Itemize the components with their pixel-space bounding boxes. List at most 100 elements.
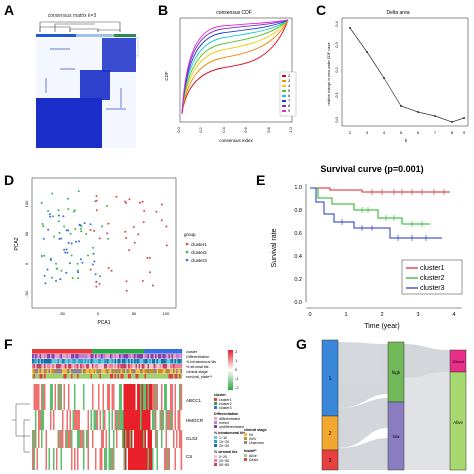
- consensus-block-1: [36, 98, 102, 148]
- annotation-cell: [78, 369, 81, 374]
- heatmap-cell: [152, 448, 154, 470]
- heatmap-cell: [75, 410, 78, 430]
- annotation-cell: [119, 369, 121, 374]
- annotation-cell: [110, 354, 112, 359]
- svg-text:50: 50: [132, 311, 137, 316]
- annotation-cell: [45, 374, 48, 379]
- heatmap-cell: [170, 384, 172, 410]
- pca-point: [58, 238, 61, 240]
- annotation-cell: [128, 349, 130, 354]
- heatmap-cell: [137, 410, 139, 430]
- pca-point: [65, 271, 68, 274]
- svg-text:group: group: [184, 232, 196, 237]
- annotation-cell: [135, 359, 138, 364]
- annotation-cell: [36, 349, 39, 354]
- annotation-cell: [77, 374, 79, 379]
- cdf-ylabel: CDF: [164, 71, 169, 80]
- annotation-cell: [132, 364, 135, 369]
- annotation-cell: [95, 349, 97, 354]
- svg-text:cluster: cluster: [186, 350, 198, 354]
- annotation-cell: [158, 369, 160, 374]
- annotation-cell: [42, 369, 45, 374]
- heatmap-cell: [51, 430, 54, 448]
- heatmap-cell: [177, 384, 180, 410]
- annotation-cell: [107, 364, 109, 369]
- annotation-cell: [56, 359, 58, 364]
- annotation-cell: [161, 369, 163, 374]
- annotation-cell: [167, 374, 169, 379]
- annotation-cell: [114, 369, 117, 374]
- heatmap-cell: [84, 430, 87, 448]
- heatmap-cell: [132, 448, 135, 470]
- annotation-cell: [36, 354, 39, 359]
- heatmap-cell: [48, 430, 51, 448]
- annotation-cell: [81, 374, 84, 379]
- annotation-cell: [71, 374, 73, 379]
- annotation-cell: [128, 354, 130, 359]
- svg-text:4: 4: [452, 312, 455, 318]
- annotation-cell: [66, 374, 69, 379]
- annotation-cell: [42, 359, 45, 364]
- cdf-curve-k8: [181, 19, 289, 115]
- annotation-cell: [107, 354, 109, 359]
- annotation-cell: [83, 359, 85, 364]
- svg-text:0.4: 0.4: [221, 126, 226, 132]
- heatmap-cell: [87, 384, 90, 410]
- heatmap-cell: [86, 384, 88, 410]
- heatmap-cell: [138, 430, 141, 448]
- svg-text:Alive: Alive: [249, 454, 257, 458]
- heatmap-cell: [128, 410, 130, 430]
- annotation-cell: [66, 349, 69, 354]
- svg-text:0.6: 0.6: [294, 231, 302, 237]
- pca-point: [98, 237, 101, 240]
- survival-xlabel: Time (year): [364, 323, 400, 330]
- heatmap-cell: [119, 384, 121, 410]
- pca-point: [115, 195, 118, 198]
- annotation-cell: [33, 369, 36, 374]
- annotation-cell: [164, 354, 166, 359]
- heatmap-cell: [167, 430, 169, 448]
- pca-point: [43, 274, 46, 277]
- pca-point: [47, 210, 50, 212]
- heatmap-cell: [80, 410, 82, 430]
- panel-e-label: E: [256, 172, 266, 188]
- pca-point: [89, 268, 92, 271]
- svg-text:cluster2: cluster2: [219, 402, 232, 406]
- heatmap-cell: [60, 448, 63, 470]
- heatmap-cell: [176, 384, 178, 410]
- sankey-node-3: [321, 449, 339, 471]
- heatmap-cell: [90, 384, 93, 410]
- annotation-cell: [60, 364, 63, 369]
- heatmap-cell: [149, 410, 151, 430]
- heatmap-cell: [170, 448, 172, 470]
- annotation-cell: [102, 359, 105, 364]
- annotation-cell: [173, 349, 175, 354]
- annotation-cell: [171, 369, 174, 374]
- annotation-cell: [144, 374, 147, 379]
- annotation-cell: [101, 349, 103, 354]
- annotation-cell: [138, 374, 141, 379]
- annotation-cell: [137, 359, 139, 364]
- heatmap-cell: [47, 448, 49, 470]
- annotation-cell: [65, 374, 67, 379]
- pca-point: [152, 284, 154, 287]
- heatmap-cell: [134, 448, 136, 470]
- annotation-cell: [129, 349, 132, 354]
- annotation-cell: [77, 364, 79, 369]
- svg-text:% intratumoral tils: % intratumoral tils: [214, 431, 245, 435]
- svg-text:0: 0: [97, 311, 100, 316]
- heatmap-cell: [120, 448, 123, 470]
- annotation-cell: [93, 374, 96, 379]
- annotation-cell: [171, 349, 174, 354]
- survival-legend: cluster1 cluster2 cluster3: [401, 259, 463, 295]
- annotation-cell: [48, 354, 51, 359]
- svg-text:0.4: 0.4: [294, 254, 302, 260]
- heatmap-cell: [159, 448, 162, 470]
- pca-point: [95, 280, 98, 283]
- cdf-curve-k6: [181, 19, 289, 115]
- pca-point: [53, 235, 55, 238]
- pca-panel: PCA2 PCA1 100 50 0 -50 -50 0 50 100 grou…: [14, 177, 207, 326]
- heatmap-cell: [176, 430, 178, 448]
- annotation-cell: [165, 354, 168, 359]
- heatmap-cell: [42, 410, 45, 430]
